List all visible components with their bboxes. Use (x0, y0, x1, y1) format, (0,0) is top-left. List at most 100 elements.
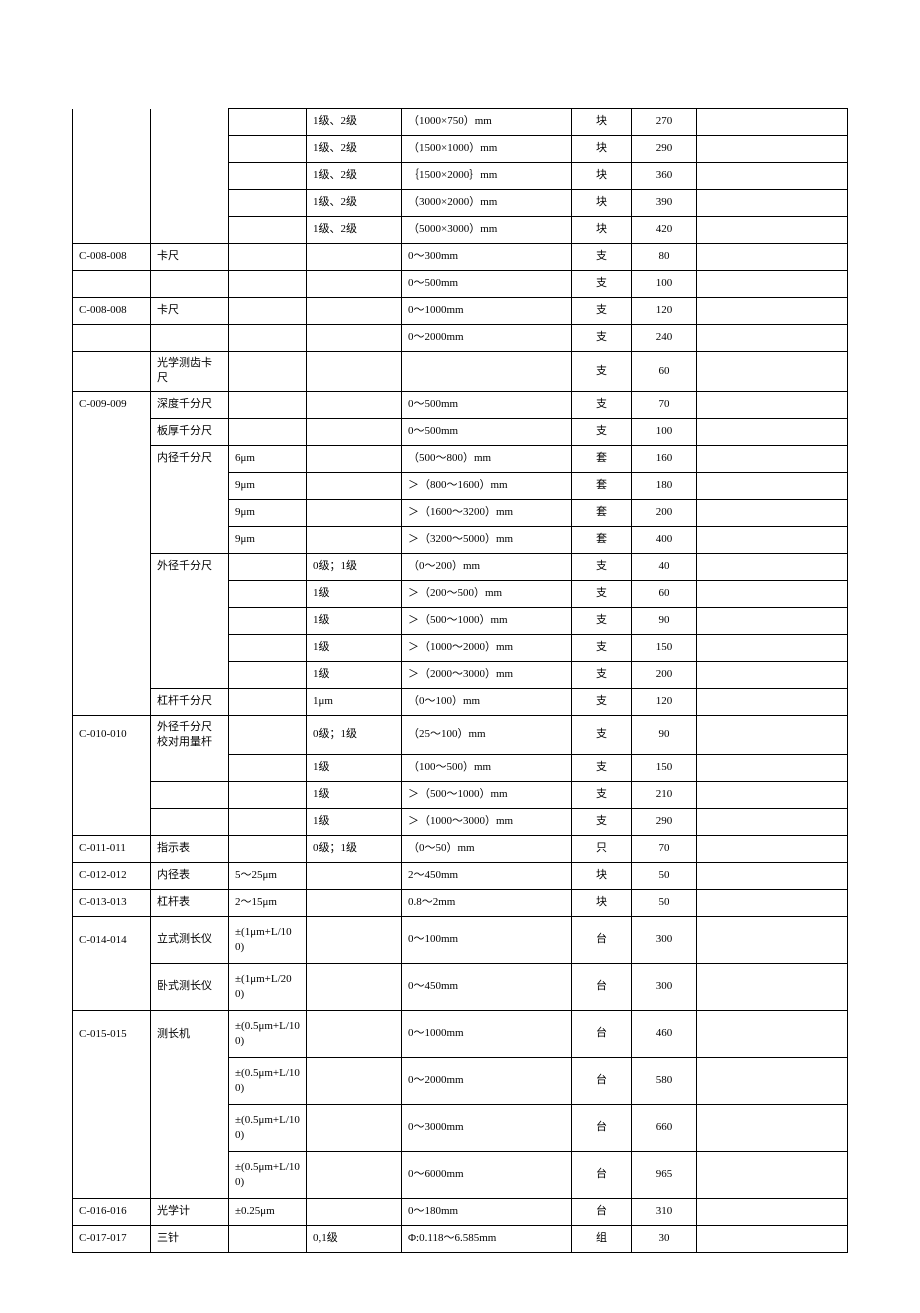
table-row: 1级＞（500～1000）mm支90 (73, 607, 848, 634)
cell-price: 300 (632, 964, 697, 1011)
cell-range: ＞（500～1000）mm (402, 782, 572, 809)
cell-level: 0级；1级 (307, 836, 402, 863)
cell-price: 400 (632, 526, 697, 553)
cell-price: 360 (632, 163, 697, 190)
cell-unit: 支 (572, 298, 632, 325)
cell-level: 1级、2级 (307, 217, 402, 244)
cell-name (151, 782, 229, 809)
cell-code (73, 607, 151, 634)
cell-name (151, 1058, 229, 1105)
cell-range: ＞（3200～5000）mm (402, 526, 572, 553)
cell-level (307, 1199, 402, 1226)
cell-price: 50 (632, 890, 697, 917)
cell-spec: ±0.25μm (229, 1199, 307, 1226)
cell-spec: ±(0.5μm+L/100) (229, 1152, 307, 1199)
cell-remark (697, 1058, 848, 1105)
cell-spec (229, 298, 307, 325)
cell-code (73, 634, 151, 661)
cell-spec (229, 244, 307, 271)
cell-name (151, 634, 229, 661)
cell-remark (697, 217, 848, 244)
cell-remark (697, 391, 848, 418)
cell-name (151, 472, 229, 499)
cell-code (73, 163, 151, 190)
cell-code (73, 782, 151, 809)
cell-level: 0,1级 (307, 1226, 402, 1253)
cell-unit: 支 (572, 607, 632, 634)
cell-name (151, 661, 229, 688)
cell-level: 1级 (307, 755, 402, 782)
cell-unit: 支 (572, 634, 632, 661)
cell-spec (229, 755, 307, 782)
cell-level (307, 472, 402, 499)
cell-range: ＞（500～1000）mm (402, 607, 572, 634)
table-row: C-016-016光学计±0.25μm0～180mm台310 (73, 1199, 848, 1226)
cell-spec (229, 352, 307, 392)
table-row: 1级（100～500）mm支150 (73, 755, 848, 782)
cell-spec: 6μm (229, 445, 307, 472)
table-row: C-011-011指示表0级；1级（0～50）mm只70 (73, 836, 848, 863)
cell-spec (229, 217, 307, 244)
table-row: 9μm＞（1600～3200）mm套200 (73, 499, 848, 526)
cell-name: 内径千分尺 (151, 445, 229, 472)
table-row: C-013-013杠杆表2～15μm0.8～2mm块50 (73, 890, 848, 917)
cell-code (73, 1105, 151, 1152)
cell-unit: 只 (572, 836, 632, 863)
cell-spec: ±(0.5μm+L/100) (229, 1011, 307, 1058)
cell-price: 580 (632, 1058, 697, 1105)
cell-spec: 9μm (229, 526, 307, 553)
cell-range: 0～500mm (402, 271, 572, 298)
cell-range: 2～450mm (402, 863, 572, 890)
cell-name: 光学计 (151, 1199, 229, 1226)
table-row: 杠杆千分尺1μm（0～100）mm支120 (73, 688, 848, 715)
cell-code (73, 418, 151, 445)
cell-unit: 支 (572, 688, 632, 715)
cell-range: 0～180mm (402, 1199, 572, 1226)
cell-level (307, 352, 402, 392)
cell-spec: ±(0.5μm+L/100) (229, 1105, 307, 1152)
table-row: 0～500mm支100 (73, 271, 848, 298)
cell-level: 1级、2级 (307, 109, 402, 136)
cell-level: 0级；1级 (307, 553, 402, 580)
cell-remark (697, 136, 848, 163)
cell-spec (229, 1226, 307, 1253)
cell-remark (697, 298, 848, 325)
cell-name (151, 217, 229, 244)
cell-spec: 9μm (229, 499, 307, 526)
cell-level (307, 1058, 402, 1105)
cell-spec (229, 634, 307, 661)
cell-name: 板厚千分尺 (151, 418, 229, 445)
cell-remark (697, 553, 848, 580)
cell-price: 50 (632, 863, 697, 890)
cell-code: C-009-009 (73, 391, 151, 418)
cell-range: （1500×1000）mm (402, 136, 572, 163)
cell-range: 0～300mm (402, 244, 572, 271)
cell-range: （100～500）mm (402, 755, 572, 782)
table-row: 光学测齿卡尺支60 (73, 352, 848, 392)
cell-name: 深度千分尺 (151, 391, 229, 418)
cell-range: （0～200）mm (402, 553, 572, 580)
cell-unit: 组 (572, 1226, 632, 1253)
cell-range: ＞（1000～2000）mm (402, 634, 572, 661)
cell-remark (697, 688, 848, 715)
cell-level (307, 298, 402, 325)
cell-unit: 套 (572, 499, 632, 526)
cell-code (73, 526, 151, 553)
cell-spec (229, 580, 307, 607)
cell-name (151, 526, 229, 553)
cell-unit: 块 (572, 163, 632, 190)
cell-range: 0～450mm (402, 964, 572, 1011)
cell-price: 460 (632, 1011, 697, 1058)
cell-range: ｛1500×2000｝mm (402, 163, 572, 190)
cell-spec (229, 136, 307, 163)
cell-remark (697, 190, 848, 217)
cell-unit: 块 (572, 190, 632, 217)
cell-price: 90 (632, 715, 697, 754)
cell-remark (697, 964, 848, 1011)
cell-spec (229, 325, 307, 352)
table-row: 1级、2级｛1500×2000｝mm块360 (73, 163, 848, 190)
cell-range: 0～1000mm (402, 1011, 572, 1058)
table-row: C-017-017三针0,1级Φ:0.118～6.585mm组30 (73, 1226, 848, 1253)
cell-name: 卧式测长仪 (151, 964, 229, 1011)
cell-remark (697, 863, 848, 890)
